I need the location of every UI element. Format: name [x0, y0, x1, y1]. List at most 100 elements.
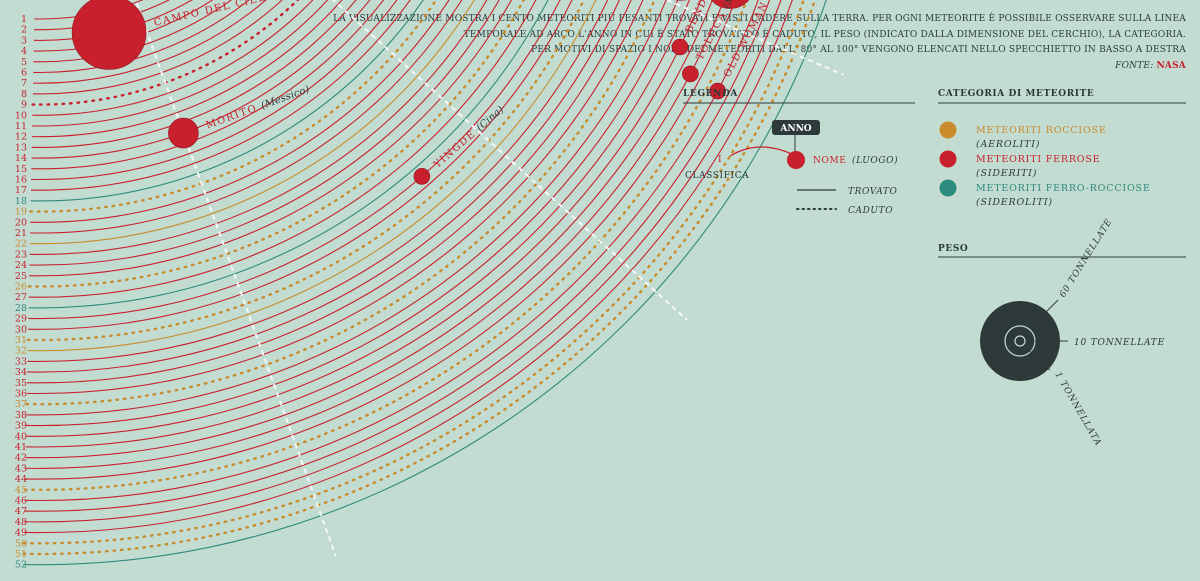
- arc-line: [25, 0, 702, 448]
- rank-label: 22: [15, 239, 27, 250]
- weight-label-60: 60 TONNELLATE: [1058, 217, 1115, 299]
- rank-label: 41: [15, 442, 27, 453]
- rank-label: 50: [15, 538, 27, 549]
- intro-text: LA VISUALIZZAZIONE MOSTRA I CENTO METEOR…: [326, 12, 1186, 74]
- weight-leader-60: [1045, 299, 1059, 313]
- year-tick: [134, 0, 337, 557]
- arc-line: [30, 0, 450, 223]
- rank-label: 18: [15, 196, 27, 207]
- legend-title: LEGENDA: [683, 89, 738, 99]
- meteorite-place: (Stati Uniti): [763, 0, 802, 1]
- rank-label: 43: [15, 463, 27, 474]
- arc-line: [33, 0, 267, 84]
- legend-dot: [787, 151, 805, 169]
- rank-label: 32: [15, 346, 27, 357]
- weight-title: PESO: [938, 244, 968, 254]
- source-name: NASA: [1156, 60, 1186, 71]
- category-items: METEORITI ROCCIOSE (AEROLITI) METEORITI FE…: [939, 121, 1150, 208]
- category-swatch: [939, 179, 957, 197]
- arc-line: [30, 0, 424, 202]
- legend-arc: [729, 146, 797, 157]
- arc-line: [26, 0, 644, 395]
- rank-label: 13: [15, 142, 27, 153]
- arc-line: [31, 0, 343, 138]
- intro-line-1: LA VISUALIZZAZIONE MOSTRA I CENTO METEOR…: [333, 14, 1186, 24]
- rank-label: 25: [15, 271, 27, 282]
- legend-found-label: TROVATO: [848, 187, 897, 197]
- arc-line: [27, 0, 609, 362]
- weight-circle-1t: [1014, 335, 1026, 347]
- meteorite-label: CAMPO DEL CIELO (Argentina): [153, 0, 340, 29]
- arc-line: [29, 0, 438, 213]
- arc-line: [24, 0, 793, 534]
- legend-place: (LUOGO): [852, 155, 898, 166]
- rank-label: 38: [15, 410, 27, 421]
- arc-line: [29, 0, 475, 245]
- rank-label: 21: [15, 228, 27, 239]
- rank-label: 28: [15, 303, 27, 314]
- rank-label: 29: [15, 314, 27, 325]
- rank-label: 46: [15, 496, 27, 507]
- rank-label: 39: [15, 421, 27, 432]
- arc-line: [26, 0, 679, 427]
- rank-label: 23: [15, 249, 27, 260]
- arc-line: [22, 0, 805, 545]
- meteorite-dot: [710, 0, 750, 9]
- arc-line: [23, 0, 827, 566]
- weight-legend: PESO 60 TONNELLATE 10 TONNELLATE 1 TONNE…: [938, 217, 1186, 448]
- category-sub: (SIDERITI): [976, 168, 1037, 179]
- arc-line: [31, 0, 300, 106]
- rank-label: 37: [15, 399, 27, 410]
- arc-line: [27, 0, 525, 288]
- arc-line: [29, 0, 512, 277]
- rank-label: 8: [21, 89, 27, 100]
- arc-line: [30, 0, 411, 191]
- rank-label: 48: [15, 517, 27, 528]
- category-legend: CATEGORIA DI METEORITE METEORITI ROCCIOS…: [938, 89, 1186, 208]
- intro-line-3: PER MOTIVI DI SPAZIO I NOMI DEI METEORIT…: [531, 45, 1186, 55]
- arc-line: [31, 0, 357, 148]
- rank-label: 31: [15, 335, 27, 346]
- arc-line: [32, 0, 329, 127]
- arc-line: [25, 0, 656, 406]
- arc-line: [32, 0, 283, 95]
- rank-label: 1: [21, 14, 27, 25]
- arc-line: [26, 0, 667, 416]
- arc-line: [24, 0, 771, 512]
- arc-line: [28, 0, 549, 309]
- source-label: FONTE:: [1115, 60, 1154, 71]
- arc-line: [25, 0, 736, 480]
- arc-line: [32, 0, 314, 116]
- year-tick: [331, 0, 688, 321]
- legend-rank: I: [718, 155, 722, 165]
- rank-label: 36: [15, 389, 27, 400]
- arc-lines: [22, 0, 827, 566]
- meteorite-dot: [413, 168, 431, 185]
- rank-label: 44: [15, 474, 27, 485]
- source-line: FONTE: NASA: [326, 59, 1186, 75]
- arc-line: [25, 0, 690, 437]
- arc-line: [29, 0, 488, 255]
- rank-label: 7: [21, 78, 27, 89]
- arc-line: [31, 0, 398, 180]
- arc-line: [28, 0, 573, 330]
- arc-line: [27, 0, 620, 373]
- rank-label: 9: [21, 100, 27, 111]
- intro-line-2: TEMPORALE AD ARCO L'ANNO IN CUI È STATO …: [463, 29, 1186, 40]
- rank-label: 33: [15, 356, 27, 367]
- arc-line: [25, 0, 713, 459]
- rank-label: 15: [15, 164, 27, 175]
- arc-line: [29, 0, 500, 266]
- rank-label: 12: [15, 132, 27, 143]
- rank-label: 5: [21, 57, 27, 68]
- rank-label: 20: [15, 217, 27, 228]
- year-ticks: 160017001800: [110, 0, 845, 557]
- rank-label: 6: [21, 68, 27, 79]
- arc-line: [23, 0, 748, 491]
- rank-label: 16: [15, 175, 27, 186]
- category-name: METEORITI ROCCIOSE: [976, 125, 1107, 136]
- rank-label: 14: [15, 153, 27, 164]
- category-swatch: [939, 121, 957, 139]
- arc-line: [31, 0, 385, 170]
